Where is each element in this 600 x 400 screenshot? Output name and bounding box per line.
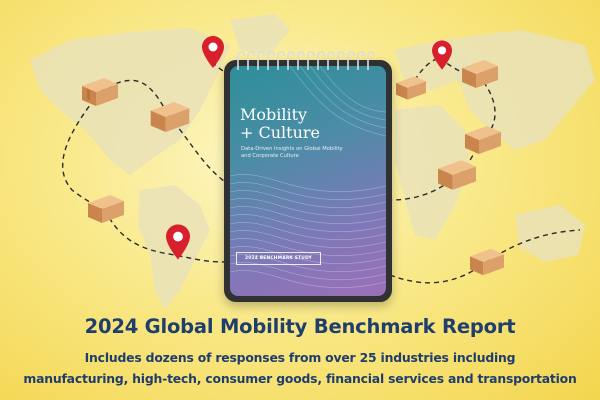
notebook-cover: Mobility + Culture Data-Driven Insights … [230,66,386,296]
headline: 2024 Global Mobility Benchmark Report [84,315,516,338]
location-pin-icon [202,36,224,68]
wave-pattern [230,66,386,288]
cover-title: Mobility + Culture [240,106,380,142]
box-icon [396,76,426,100]
report-notebook: Mobility + Culture Data-Driven Insights … [224,51,392,302]
box-icon [150,102,190,132]
box-icon [465,126,501,154]
subheadline-line1: Includes dozens of responses from over 2… [84,350,516,365]
cover-subtitle: Data-Driven Insights on Global Mobility … [241,146,361,160]
cover-subtitle-line2: and Corporate Culture [241,153,299,159]
box-icon [82,78,118,106]
box-icon [88,195,124,223]
box-icon [438,160,476,190]
cover-subtitle-line1: Data-Driven Insights on Global Mobility [241,146,343,152]
cover-title-line1: Mobility [240,105,308,124]
box-icon [462,60,498,88]
location-pin-icon [166,224,190,260]
box-icon [470,248,504,276]
cover-title-line2: + Culture [240,123,321,142]
spiral-rings-icon [237,51,375,70]
location-pin-icon [432,40,452,70]
benchmark-badge: 2024 BENCHMARK STUDY [236,252,321,265]
subheadline-line2: manufacturing, high-tech, consumer goods… [23,371,577,386]
